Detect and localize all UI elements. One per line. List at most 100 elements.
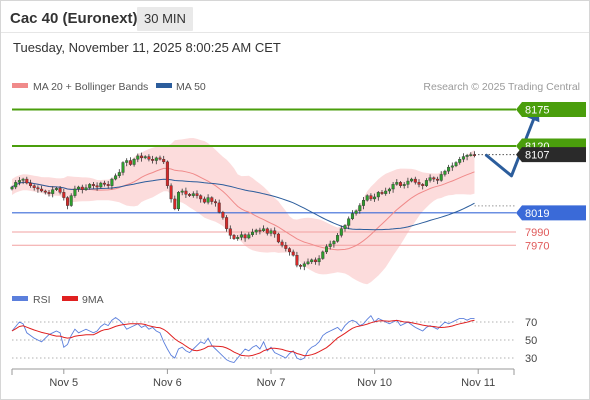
candle-body [51,189,55,194]
bollinger-band [12,138,475,285]
candle-body [254,229,258,233]
candle-body [276,233,280,243]
candle-body [58,188,62,193]
candle-body [121,162,125,173]
candle-body [410,178,414,182]
candle-body [132,159,136,165]
candle-body [165,161,169,186]
candle-body [461,156,465,160]
candle-body [399,182,403,186]
candle-body [173,198,177,210]
moving-averages [11,167,475,251]
candle-body [380,192,384,194]
candle-body [395,182,399,185]
candle-body [199,195,203,200]
x-tick-label: Nov 7 [257,377,286,389]
copyright-label: Research © 2025 Trading Central [423,81,580,93]
candle-body [432,177,436,180]
candle-body [102,182,106,185]
candle-body [169,185,173,200]
candle-body [88,184,92,188]
candle-body [125,160,129,163]
x-tick-label: Nov 11 [461,377,495,389]
candle-body [384,190,388,194]
candle-body [365,195,369,201]
candle-body [73,188,77,196]
candle-body [428,177,432,181]
level-label-7990: 7990 [525,227,549,239]
candle-body [250,231,254,235]
candle-body [336,235,340,242]
candle-body [339,228,343,236]
candle-body [77,186,81,190]
candle-body [25,178,29,184]
candle-body [47,192,51,194]
candle-body [162,159,166,163]
candle-body [347,218,351,226]
candle-body [362,200,366,206]
x-tick-label: Nov 6 [153,377,182,389]
candle-body [139,155,143,159]
candle-body [317,258,321,263]
candle-body [406,180,410,185]
candle-body [469,154,473,156]
candle-body [299,264,303,267]
candle-body [128,160,132,165]
ma20-legend-swatch [12,83,28,88]
candle-body [32,185,36,188]
candle-body [436,178,440,181]
candle-body [265,228,269,234]
candle-body [417,182,421,185]
rsi-legend-swatch [12,296,28,301]
candle-body [180,190,184,193]
candle-body [424,180,428,186]
candle-body [321,251,325,259]
candle-body [106,184,110,186]
candle-body [343,225,347,229]
candle-body [376,192,380,198]
candle-body [36,187,40,190]
candle-body [202,198,206,203]
rsi-tick-label-50: 50 [525,335,537,347]
candle-body [373,196,377,200]
candle-body [217,202,221,213]
candle-body [458,159,462,163]
candle-body [273,230,277,235]
candle-body [91,184,95,186]
candle-body [280,241,284,246]
candle-body [176,192,180,210]
ma50-legend-label: MA 50 [176,81,206,93]
candle-body [284,245,288,249]
candle-body [117,172,121,176]
candle-body [258,229,262,232]
x-tick-label: Nov 5 [49,377,78,389]
candle-body [269,230,273,234]
candle-body [247,234,251,239]
candle-body [110,178,114,186]
candle-body [369,195,373,200]
level-box-8107 [516,147,586,163]
candle-body [454,162,458,167]
candle-body [295,255,299,266]
rsi-tick-label-30: 30 [525,353,537,365]
candle-body [191,193,195,196]
candle-body [14,182,18,188]
candle-body [80,186,84,190]
candle-body [21,178,25,181]
candle-body [136,155,140,160]
ma20-legend-label: MA 20 + Bollinger Bands [33,81,148,93]
candle-body [228,228,232,236]
candle-body [10,186,14,190]
candle-body [450,165,454,168]
candle-body [221,211,225,218]
candle-body [350,213,354,219]
candle-body [114,175,118,180]
ma50-line [11,178,475,231]
rsi-ma-line [11,319,475,357]
candle-body [99,182,103,188]
rsi-tick-label-70: 70 [525,317,537,329]
candle-body [387,188,391,192]
timeframe-badge[interactable]: 30 MIN [137,7,193,31]
